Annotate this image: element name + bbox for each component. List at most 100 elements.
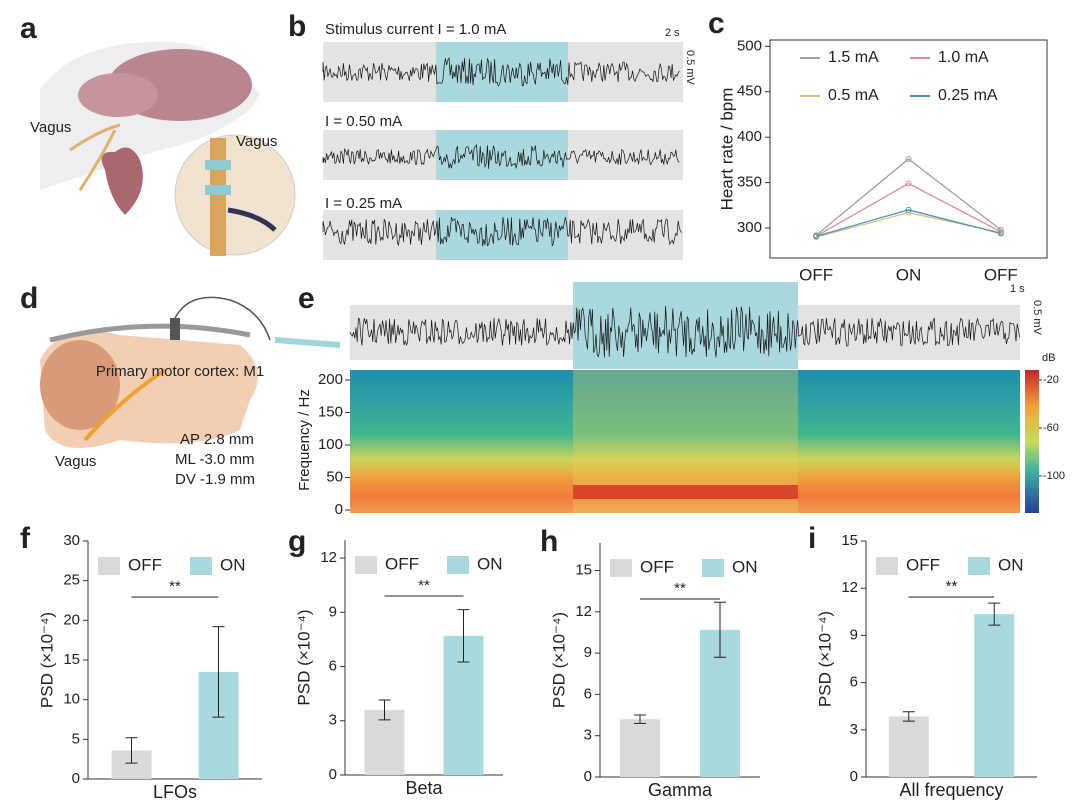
- label: Primary motor cortex: M1: [96, 363, 264, 380]
- trace: [349, 306, 1020, 358]
- label: 1.5 mA: [828, 49, 879, 66]
- label: -100: [1043, 470, 1065, 482]
- label: 100: [318, 436, 343, 453]
- point: [813, 233, 820, 240]
- legend-swatch: [190, 557, 212, 575]
- label: ON: [477, 554, 503, 573]
- label: 10: [63, 691, 80, 708]
- label: ML -3.0 mm: [175, 451, 254, 468]
- label: 30: [63, 532, 80, 549]
- label: b: [288, 10, 306, 43]
- label: 0: [584, 768, 592, 785]
- bar: [364, 709, 405, 775]
- label: Beta: [405, 778, 443, 798]
- spectrogram-band: [573, 485, 798, 499]
- point: [905, 180, 912, 187]
- label: 0.25 mA: [938, 87, 998, 104]
- error-bar: [714, 601, 726, 658]
- label: OFF: [799, 265, 833, 284]
- error-bar: [378, 699, 391, 721]
- label: i: [808, 522, 816, 555]
- label: 15: [575, 561, 592, 578]
- legend-swatch: [610, 559, 632, 577]
- label: PSD (×10⁻⁴): [549, 612, 568, 708]
- label: Heart rate / bpm: [717, 88, 736, 211]
- label: 150: [318, 403, 343, 420]
- label: 200: [318, 371, 343, 388]
- label: 500: [737, 37, 762, 54]
- label: 6: [850, 674, 858, 691]
- label: c: [708, 7, 725, 40]
- label: 12: [575, 603, 592, 620]
- label: OFF: [984, 265, 1018, 284]
- label: 50: [326, 468, 343, 485]
- label: ON: [220, 555, 246, 574]
- label: PSD (×10⁻⁴): [294, 609, 313, 705]
- line: [816, 211, 1001, 238]
- label: 0: [72, 770, 80, 787]
- label: DV -1.9 mm: [175, 471, 255, 488]
- label: OFF: [385, 554, 419, 573]
- label: PSD (×10⁻⁴): [815, 611, 834, 707]
- label: 12: [320, 549, 337, 566]
- label: 20: [63, 611, 80, 628]
- label: 15: [841, 532, 858, 549]
- point: [905, 155, 912, 162]
- label: LFOs: [153, 782, 197, 802]
- label: Frequency / Hz: [296, 389, 313, 491]
- line: [815, 209, 1001, 237]
- label: I = 0.25 mA: [325, 195, 402, 212]
- label: 450: [737, 83, 762, 100]
- label: **: [418, 577, 430, 594]
- label: AP 2.8 mm: [180, 431, 254, 448]
- trace: [322, 56, 680, 87]
- label: ON: [998, 555, 1024, 574]
- bar: [888, 716, 929, 777]
- label: OFF: [640, 557, 674, 576]
- label: ON: [896, 265, 922, 284]
- label: 0: [850, 768, 858, 785]
- label: 6: [329, 658, 337, 675]
- label: **: [674, 580, 686, 597]
- label: **: [169, 578, 181, 595]
- label: g: [288, 525, 306, 558]
- label: OFF: [128, 555, 162, 574]
- plot-frame: [769, 39, 1048, 259]
- label: Vagus: [55, 453, 96, 470]
- label: PSD (×10⁻⁴): [37, 612, 56, 708]
- label: 3: [329, 712, 337, 729]
- label: 9: [329, 603, 337, 620]
- label: 0: [329, 766, 337, 783]
- error-bar: [125, 737, 138, 764]
- trace: [322, 216, 683, 247]
- label: 6: [584, 685, 592, 702]
- label: -20: [1043, 374, 1059, 386]
- error-bar: [457, 609, 470, 663]
- label: Stimulus current I = 1.0 mA: [325, 21, 506, 38]
- trace: [322, 144, 680, 169]
- label: 9: [850, 626, 858, 643]
- label: 15: [63, 651, 80, 668]
- label: 0: [335, 501, 343, 518]
- legend-swatch: [98, 557, 120, 575]
- label: 3: [850, 721, 858, 738]
- label: Gamma: [648, 780, 713, 800]
- bar: [974, 614, 1015, 777]
- point: [905, 206, 912, 213]
- error-bar: [902, 711, 915, 722]
- label: -60: [1043, 422, 1059, 434]
- error-bar: [634, 714, 646, 724]
- legend-swatch: [876, 557, 898, 575]
- label: 25: [63, 572, 80, 589]
- label: dB: [1042, 352, 1055, 364]
- line: [815, 158, 1002, 236]
- label: 0.5 mV: [1031, 300, 1043, 336]
- label: a: [20, 12, 37, 45]
- label: f: [20, 522, 31, 555]
- label: 300: [737, 219, 762, 236]
- label: 350: [737, 174, 762, 191]
- label: 0.5 mV: [684, 50, 696, 86]
- label: 5: [72, 730, 80, 747]
- label: 3: [584, 727, 592, 744]
